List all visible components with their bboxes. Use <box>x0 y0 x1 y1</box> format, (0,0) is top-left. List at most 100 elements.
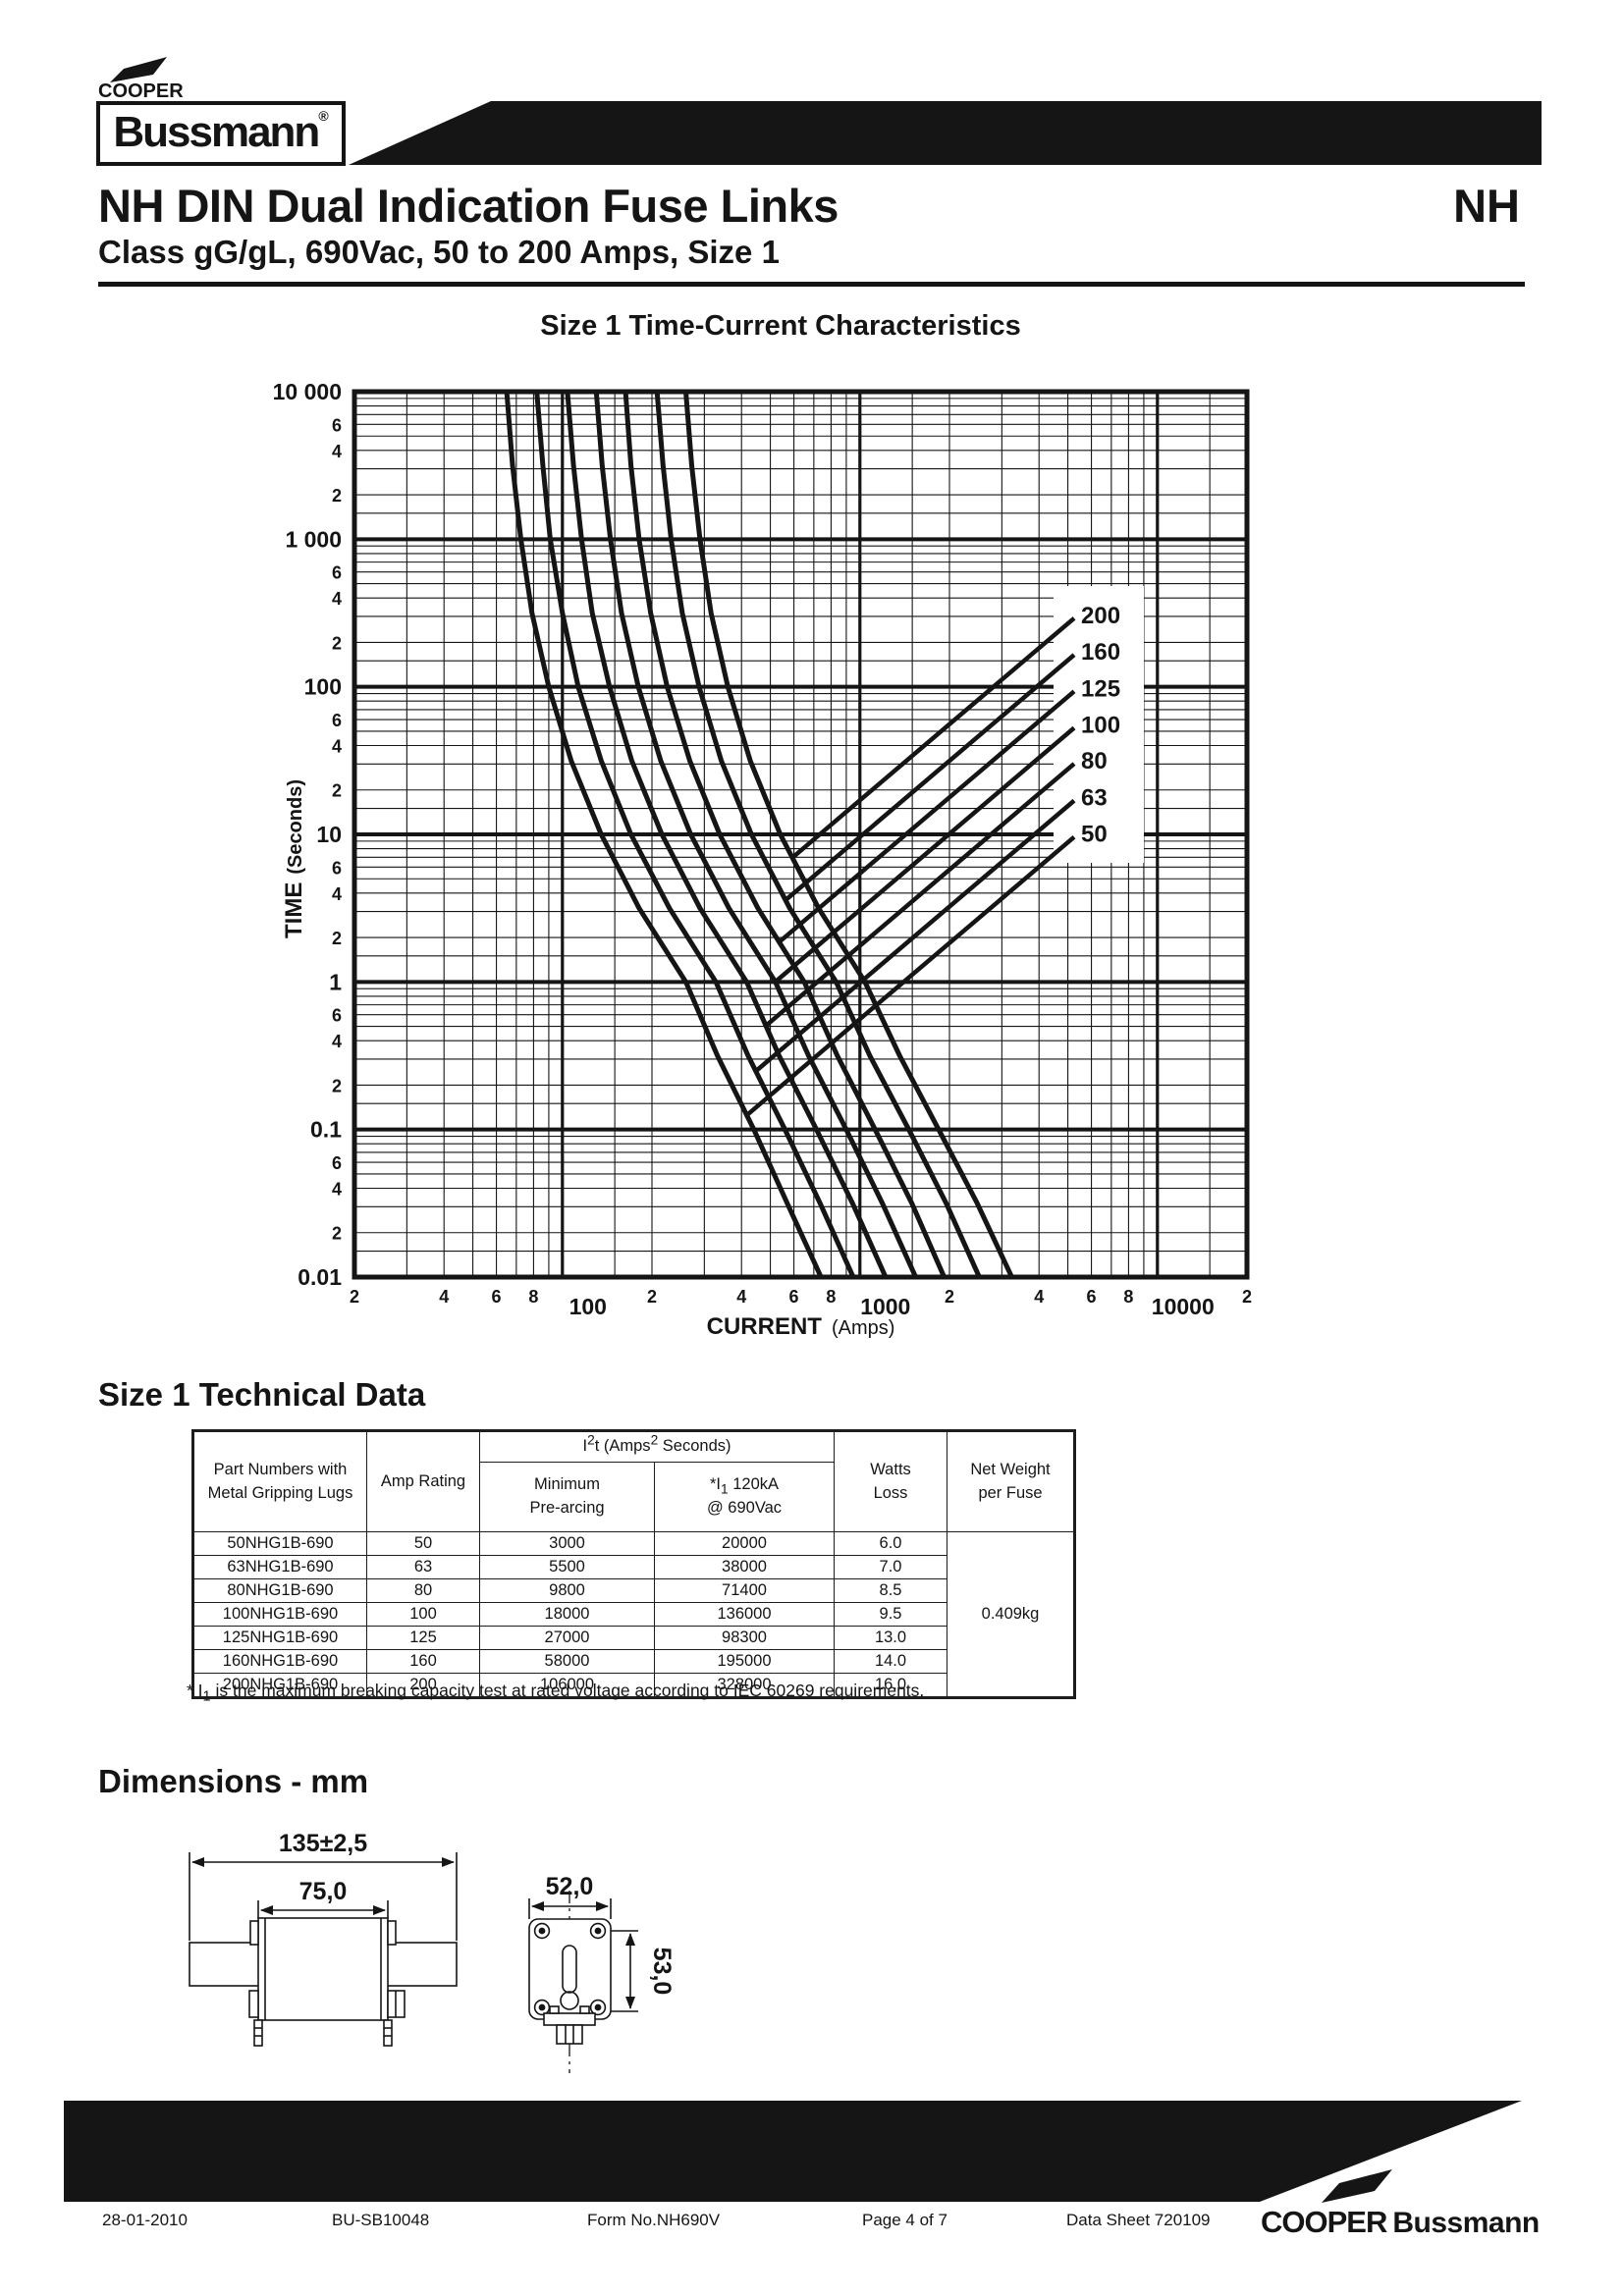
curve-label-box <box>1054 586 1144 863</box>
curve-200A <box>683 389 1014 1280</box>
bussmann-wordmark: Bussmann <box>113 108 320 156</box>
cell-watts: 7.0 <box>834 1555 947 1579</box>
registered-mark: ® <box>318 108 329 124</box>
dim-body-width-label: 75,0 <box>299 1878 348 1905</box>
curve-leaders <box>745 616 1076 1117</box>
cooper-bussmann-logo: COOPER Bussmann <box>1261 2205 1542 2240</box>
cell-amp: 160 <box>366 1649 480 1674</box>
tick-label: 2 <box>1242 1287 1252 1307</box>
footer-banner <box>64 2101 1522 2202</box>
table-row: 125NHG1B-690 125 27000 98300 13.0 <box>192 1626 1075 1650</box>
curve-125A <box>623 389 947 1280</box>
tick-label: 100 <box>569 1294 607 1319</box>
cell-i1: 98300 <box>654 1626 835 1650</box>
curve-labels: 50 63 80 100 125 160 200 <box>1081 603 1120 848</box>
dim-side-width-label: 52,0 <box>546 1873 594 1900</box>
side-view-drawing <box>528 1891 638 2073</box>
cooper-wordmark: COOPER <box>1261 2205 1387 2239</box>
cell-i1: 38000 <box>654 1555 835 1579</box>
col-header-amp-rating: Amp Rating <box>366 1430 480 1532</box>
page-subtitle: Class gG/gL, 690Vac, 50 to 200 Amps, Siz… <box>98 234 780 270</box>
tick-label: 4 <box>1034 1287 1044 1307</box>
cell-part: 50NHG1B-690 <box>192 1531 367 1556</box>
tick-label: 100 <box>304 674 342 700</box>
tick-label: 2 <box>332 1224 342 1244</box>
cell-i1: 136000 <box>654 1602 835 1627</box>
cooper-flag-icon <box>110 57 167 82</box>
cell-amp: 80 <box>366 1578 480 1603</box>
cell-amp: 125 <box>366 1626 480 1650</box>
tick-label: 1 <box>329 969 342 994</box>
table-row: 200NHG1B-690 200 106000 328000 16.0 <box>192 1673 1075 1698</box>
page-title: NH DIN Dual Indication Fuse Links <box>98 180 839 232</box>
cell-watts: 8.5 <box>834 1578 947 1603</box>
cell-min: 5500 <box>479 1555 655 1579</box>
cooper-wordmark: COOPER <box>98 80 184 102</box>
curve-label-200: 200 <box>1081 603 1120 629</box>
cell-watts: 9.5 <box>834 1602 947 1627</box>
cell-min: 106000 <box>479 1673 655 1698</box>
tick-label: 4 <box>332 442 342 461</box>
col-header-net-weight: Net Weight per Fuse <box>947 1430 1075 1532</box>
cooper-flag-icon <box>1322 2169 1392 2203</box>
tick-label: 2 <box>332 929 342 948</box>
tick-label: 2 <box>332 486 342 506</box>
cell-part: 200NHG1B-690 <box>192 1673 367 1698</box>
table-row: 63NHG1B-690 63 5500 38000 7.0 <box>192 1555 1075 1579</box>
tick-label: 2 <box>332 633 342 653</box>
tick-label: 4 <box>439 1287 449 1307</box>
cell-part: 100NHG1B-690 <box>192 1602 367 1627</box>
cell-amp: 63 <box>366 1555 480 1579</box>
cell-i1: 20000 <box>654 1531 835 1556</box>
chart-title: Size 1 Time-Current Characteristics <box>540 310 1021 342</box>
tick-label: 2 <box>332 1076 342 1095</box>
cell-watts: 14.0 <box>834 1649 947 1674</box>
curve-50A <box>504 389 824 1280</box>
footer-page-number: Page 4 of 7 <box>862 2211 947 2229</box>
tick-label: 4 <box>332 589 342 609</box>
col-header-part-numbers: Part Numbers with Metal Gripping Lugs <box>192 1430 367 1532</box>
table-row: 160NHG1B-690 160 58000 195000 14.0 <box>192 1649 1075 1674</box>
tick-label: 8 <box>528 1287 538 1307</box>
tick-label: 4 <box>332 736 342 756</box>
curve-label-125: 125 <box>1081 675 1120 702</box>
tick-label: 6 <box>789 1287 799 1307</box>
footer-doc-id: BU-SB10048 <box>332 2211 430 2229</box>
tick-label: 6 <box>332 711 342 730</box>
corner-label: NH <box>1453 180 1520 232</box>
tick-label: 0.1 <box>310 1117 342 1143</box>
table-header-row: Part Numbers with Metal Gripping Lugs Am… <box>192 1430 1075 1532</box>
cell-min: 3000 <box>479 1531 655 1556</box>
y-axis-title: TIME(Seconds) <box>281 779 307 938</box>
cell-i1: 71400 <box>654 1578 835 1603</box>
tick-label: 6 <box>1087 1287 1097 1307</box>
curve-100A <box>593 389 919 1280</box>
cell-watts: 6.0 <box>834 1531 947 1556</box>
bussmann-logo: Bussmann® <box>96 101 346 166</box>
curve-label-63: 63 <box>1081 785 1108 812</box>
curve-label-160: 160 <box>1081 639 1120 666</box>
tick-label: 6 <box>332 563 342 583</box>
tick-label: 1 000 <box>285 526 342 552</box>
cell-part: 160NHG1B-690 <box>192 1649 367 1674</box>
tick-label: 2 <box>945 1287 954 1307</box>
cell-i1: 195000 <box>654 1649 835 1674</box>
col-header-min-prearcing: Minimum Pre-arcing <box>479 1462 655 1532</box>
curve-label-50: 50 <box>1081 822 1108 848</box>
technical-data-table: Part Numbers with Metal Gripping Lugs Am… <box>191 1429 1076 1699</box>
table-row: 80NHG1B-690 80 9800 71400 8.5 <box>192 1578 1075 1603</box>
col-header-i2t-group: I2t (Amps2 Seconds) <box>479 1430 835 1463</box>
footer-form-no: Form No.NH690V <box>587 2211 721 2229</box>
col-header-i1-120ka: *I1 120kA @ 690Vac <box>654 1462 835 1532</box>
col-header-watts-loss: Watts Loss <box>834 1430 947 1532</box>
cell-net-weight: 0.409kg <box>947 1531 1075 1698</box>
cell-amp: 200 <box>366 1673 480 1698</box>
cell-part: 80NHG1B-690 <box>192 1578 367 1603</box>
cell-part: 125NHG1B-690 <box>192 1626 367 1650</box>
tick-label: 6 <box>492 1287 502 1307</box>
table-row: 50NHG1B-690 50 3000 20000 6.0 0.409kg <box>192 1531 1075 1698</box>
table-row: 100NHG1B-690 100 18000 136000 9.5 <box>192 1602 1075 1627</box>
curve-label-100: 100 <box>1081 713 1120 739</box>
tick-label: 4 <box>332 1179 342 1199</box>
